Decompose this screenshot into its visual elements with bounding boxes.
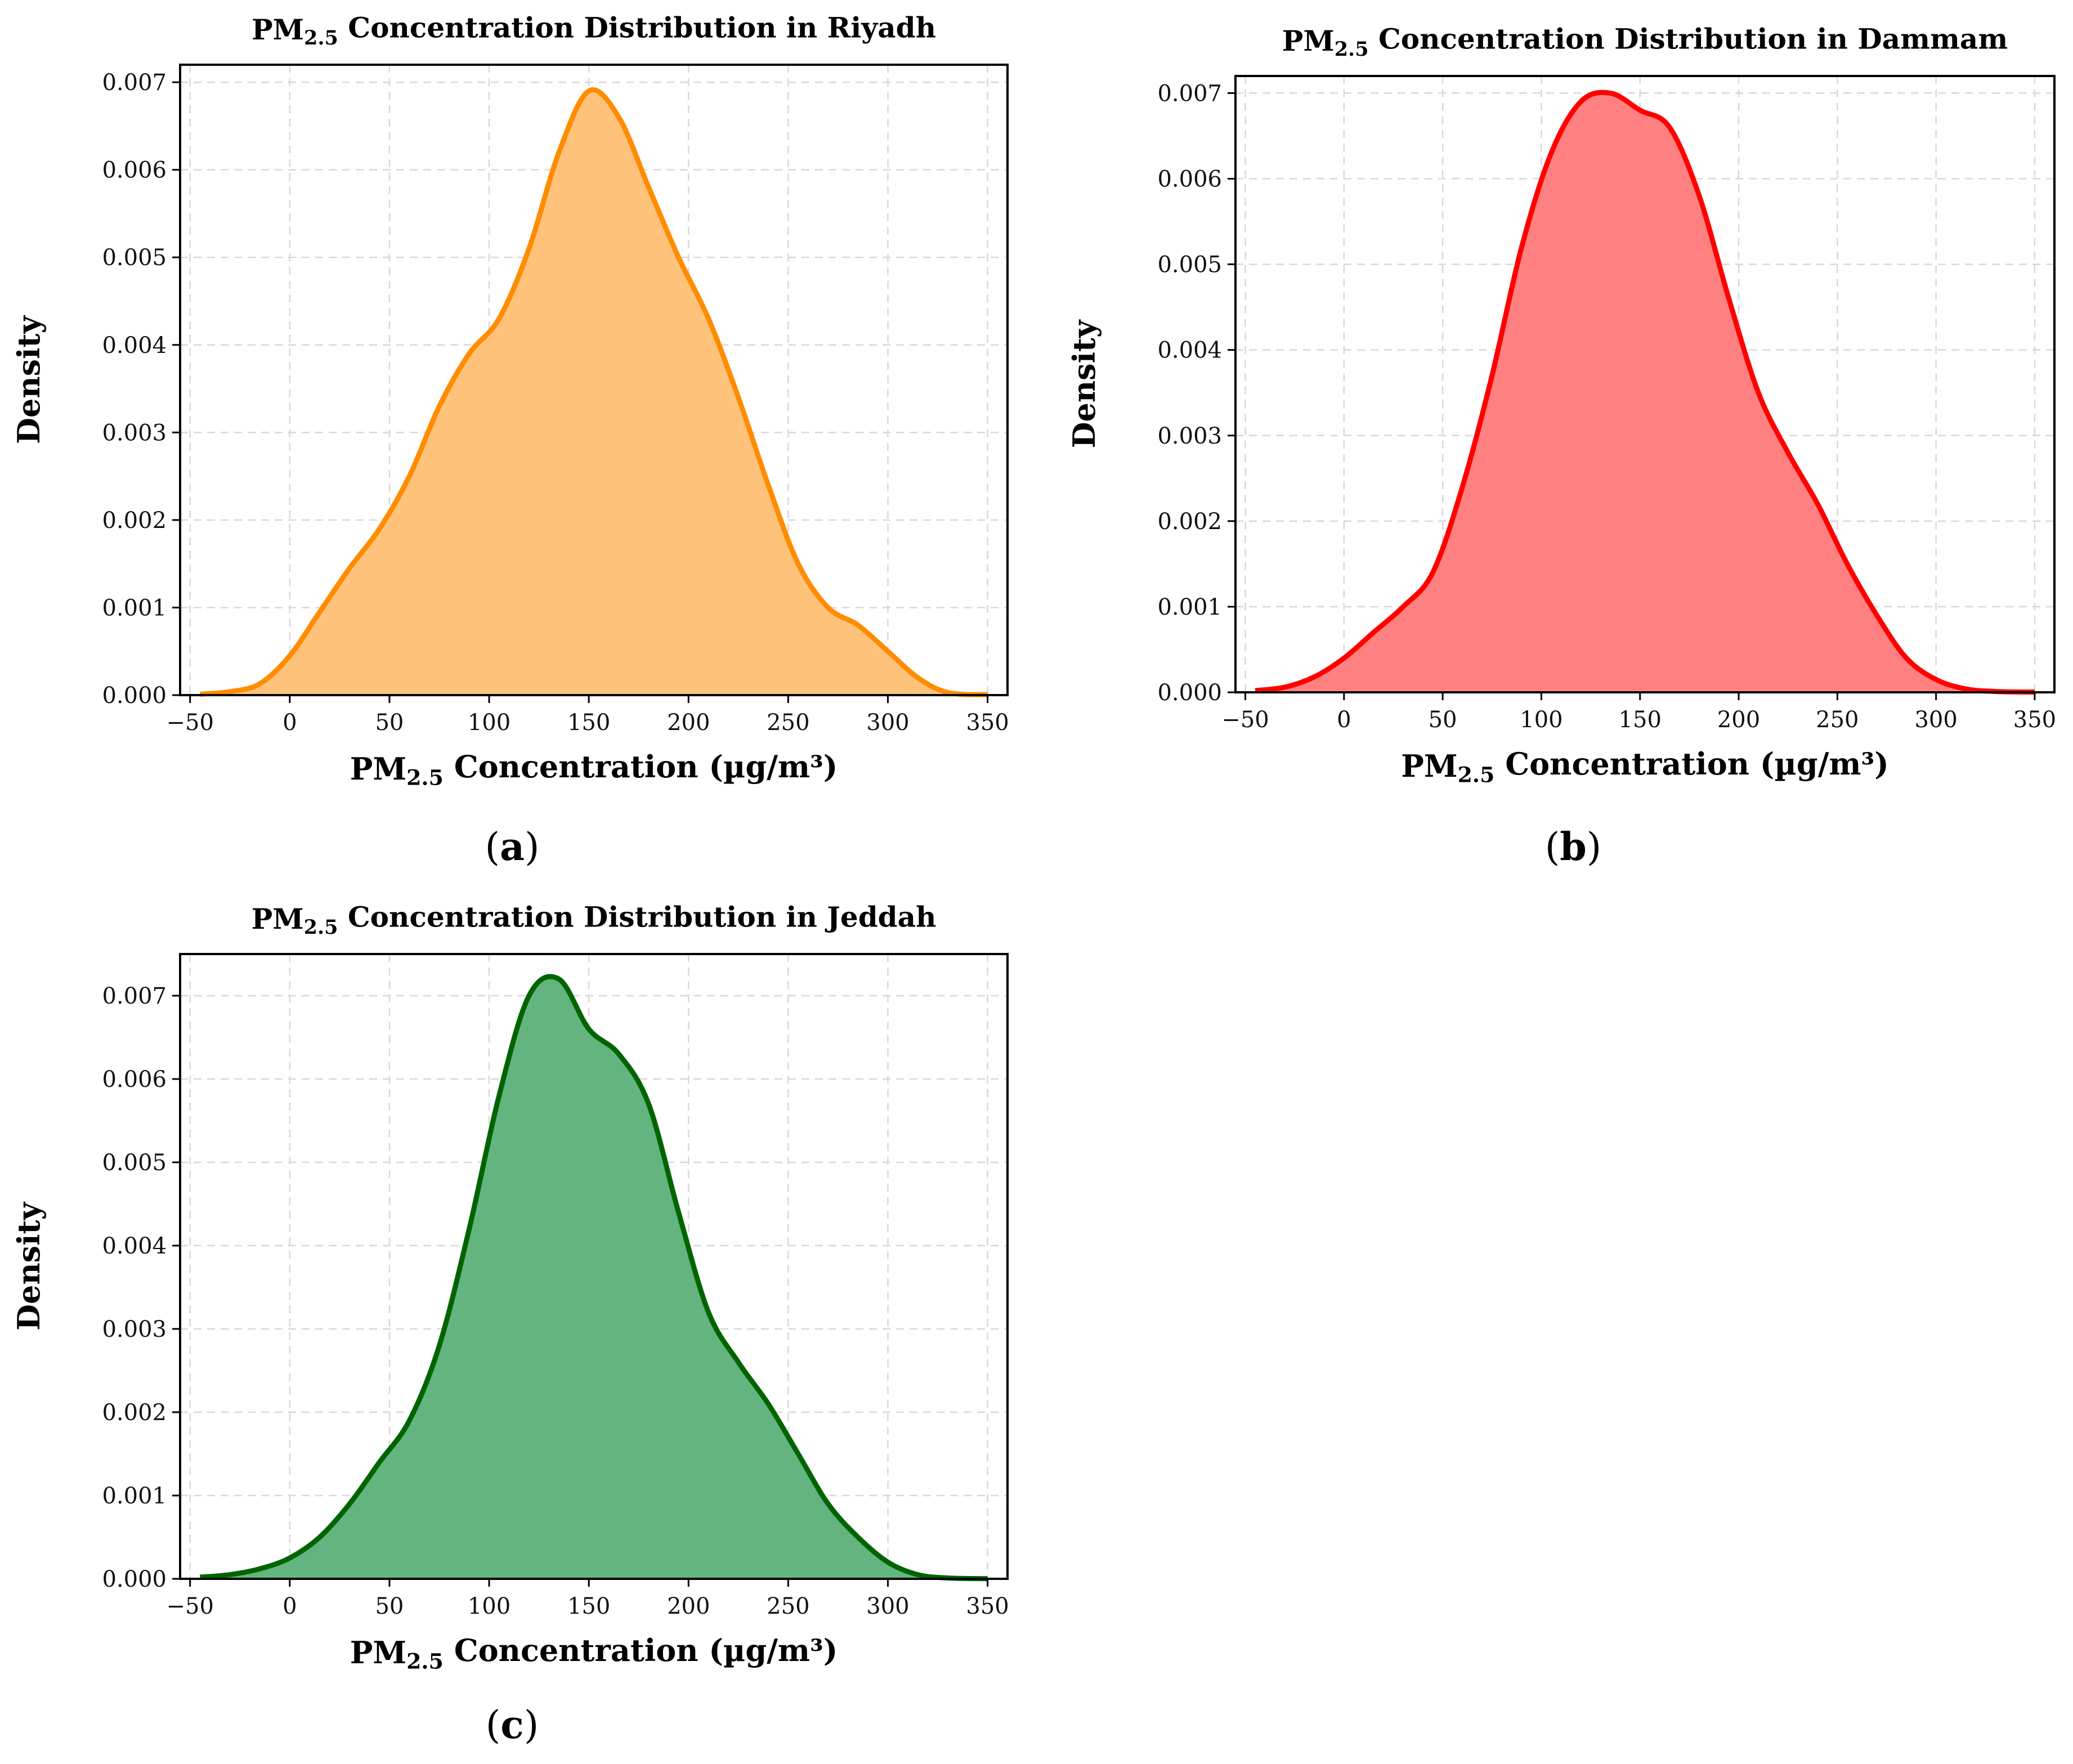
y-tick-label-jeddah: 0.004 <box>102 1233 167 1259</box>
y-tick-label-riyadh: 0.003 <box>102 420 167 446</box>
y-tick-label-dammam: 0.000 <box>1157 680 1222 706</box>
density-area-dammam <box>1255 92 2035 693</box>
x-tick-label-dammam: 250 <box>1816 707 1859 733</box>
x-tick-label-jeddah: 350 <box>966 1593 1009 1619</box>
y-tick-label-jeddah: 0.005 <box>102 1150 167 1176</box>
x-axis-label-dammam: PM2.5 Concentration (µg/m³) <box>1401 746 1889 787</box>
x-tick-label-dammam: 150 <box>1619 707 1662 733</box>
x-tick-label-jeddah: 200 <box>667 1593 710 1619</box>
panel-caption-c: (c) <box>485 1703 539 1748</box>
y-tick-label-dammam: 0.007 <box>1157 80 1222 106</box>
density-area-jeddah <box>200 976 988 1579</box>
x-tick-label-riyadh: 50 <box>375 710 404 736</box>
y-tick-label-riyadh: 0.000 <box>102 683 167 709</box>
chart-title-dammam: PM2.5 Concentration Distribution in Damm… <box>1282 22 2008 61</box>
x-tick-label-riyadh: 100 <box>468 710 511 736</box>
plot-frame-dammam <box>1234 75 2056 693</box>
y-tick-label-dammam: 0.001 <box>1157 594 1222 620</box>
chart-title-riyadh: PM2.5 Concentration Distribution in Riya… <box>252 11 936 50</box>
y-tick-label-riyadh: 0.002 <box>102 508 167 534</box>
density-curve-riyadh <box>200 87 988 697</box>
density-area-riyadh <box>200 89 988 695</box>
x-tick-label-riyadh: 250 <box>767 710 809 736</box>
y-tick-label-dammam: 0.002 <box>1157 509 1222 535</box>
x-tick-label-riyadh: 0 <box>283 710 297 736</box>
x-tick-label-dammam: 300 <box>1914 707 1957 733</box>
x-tick-label-dammam: 50 <box>1429 707 1457 733</box>
x-tick-label-riyadh: 150 <box>567 710 610 736</box>
y-tick-label-dammam: 0.004 <box>1157 338 1222 364</box>
y-tick-label-jeddah: 0.002 <box>102 1400 167 1426</box>
x-tick-label-jeddah: 250 <box>767 1593 809 1619</box>
x-tick-label-dammam: 100 <box>1520 707 1562 733</box>
x-tick-label-riyadh: −50 <box>166 710 213 736</box>
x-axis-label-jeddah: PM2.5 Concentration (µg/m³) <box>350 1632 838 1674</box>
y-tick-label-jeddah: 0.001 <box>102 1483 167 1509</box>
density-curve-jeddah <box>200 974 988 1582</box>
x-tick-label-dammam: 0 <box>1337 707 1351 733</box>
x-tick-label-riyadh: 350 <box>966 710 1009 736</box>
x-tick-label-riyadh: 200 <box>667 710 710 736</box>
chart-panel-riyadh: −50 0 50 100 150 200 250 300 350 0.000 0.001 0.002… <box>0 0 1036 901</box>
panel-caption-a: (a) <box>485 825 540 870</box>
plot-frame-jeddah <box>179 953 1009 1580</box>
x-tick-label-dammam: 200 <box>1717 707 1760 733</box>
y-tick-label-riyadh: 0.006 <box>102 158 167 183</box>
y-tick-label-riyadh: 0.004 <box>102 333 167 359</box>
y-tick-label-dammam: 0.006 <box>1157 167 1222 192</box>
x-tick-label-riyadh: 300 <box>866 710 909 736</box>
y-tick-label-dammam: 0.005 <box>1157 252 1222 278</box>
x-tick-label-jeddah: 0 <box>283 1593 297 1619</box>
chart-svg-dammam: −50 0 50 100 150 200 250 300 350 0.000 0.001 0.002… <box>1066 22 2056 787</box>
chart-svg-jeddah: −50 0 50 100 150 200 250 300 350 0.000 0.001 0.002… <box>11 900 1009 1674</box>
y-axis-label-riyadh: Density <box>11 315 47 444</box>
x-tick-label-jeddah: 300 <box>866 1593 909 1619</box>
y-axis-label-jeddah: Density <box>11 1202 47 1331</box>
x-tick-label-jeddah: −50 <box>166 1593 213 1619</box>
x-tick-label-dammam: −50 <box>1221 707 1269 733</box>
x-axis-label-riyadh: PM2.5 Concentration (µg/m³) <box>350 749 838 790</box>
y-axis-label-dammam: Density <box>1066 319 1102 448</box>
chart-panel-jeddah: −50 0 50 100 150 200 250 300 350 0.000 0.001 0.002… <box>0 878 1036 1764</box>
chart-panel-dammam: −50 0 50 100 150 200 250 300 350 0.000 0.001 0.002… <box>1058 0 2071 901</box>
density-curve-dammam <box>1255 89 2035 695</box>
x-tick-label-dammam: 350 <box>2013 707 2056 733</box>
panel-caption-b: (b) <box>1544 825 1602 870</box>
y-tick-label-jeddah: 0.003 <box>102 1317 167 1342</box>
y-tick-label-jeddah: 0.000 <box>102 1566 167 1592</box>
chart-svg-riyadh: −50 0 50 100 150 200 250 300 350 0.000 0.001 0.002… <box>11 11 1009 790</box>
y-tick-label-riyadh: 0.001 <box>102 595 167 621</box>
x-tick-label-jeddah: 150 <box>567 1593 610 1619</box>
x-tick-label-jeddah: 100 <box>468 1593 511 1619</box>
x-tick-label-jeddah: 50 <box>375 1593 404 1619</box>
y-tick-label-jeddah: 0.007 <box>102 983 167 1009</box>
y-tick-label-riyadh: 0.005 <box>102 245 167 271</box>
chart-title-jeddah: PM2.5 Concentration Distribution in Jedd… <box>252 900 937 939</box>
y-tick-label-dammam: 0.003 <box>1157 423 1222 449</box>
y-tick-label-riyadh: 0.007 <box>102 70 167 96</box>
y-tick-label-jeddah: 0.006 <box>102 1067 167 1093</box>
plot-frame-riyadh <box>179 64 1009 696</box>
